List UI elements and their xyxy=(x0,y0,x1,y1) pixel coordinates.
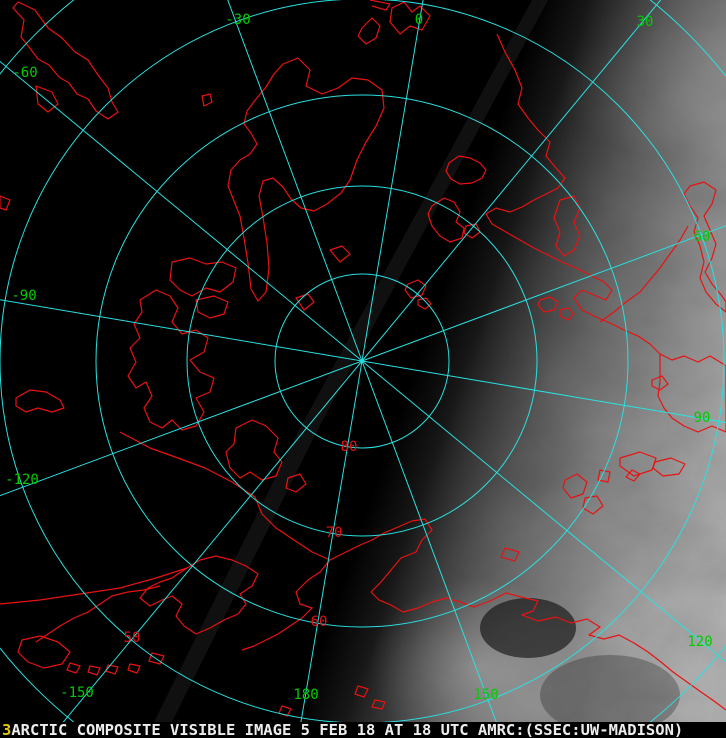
coastline-gulf-crescent xyxy=(15,389,65,413)
coastline-iceland xyxy=(445,155,487,185)
coastline-north-greenland-islet-2 xyxy=(295,293,315,311)
meridian-line--150 xyxy=(62,360,363,722)
bright-corner-patch xyxy=(560,20,726,160)
coastline-norton-sound-coast xyxy=(241,559,331,651)
coastline-aleutian-islet-5 xyxy=(148,652,165,665)
coastline-novaya-zemlya xyxy=(683,181,726,313)
coastline-bering-islet-1 xyxy=(278,705,292,717)
coastline-severnaya-3 xyxy=(597,469,611,483)
coastline-aleutian-islet-1 xyxy=(66,662,81,674)
coastline-aleutian-islet-3 xyxy=(105,664,119,675)
latitude-circle-60 xyxy=(95,94,629,628)
coastline-greenland xyxy=(227,57,385,302)
map-overlay-layer xyxy=(0,0,726,722)
swath-seam xyxy=(154,0,548,722)
coastline-kanin-blob xyxy=(553,195,581,257)
coastline-devon xyxy=(195,295,229,319)
coastline-aleutian-islet-2 xyxy=(87,665,101,676)
meridian-line-30 xyxy=(361,0,662,362)
coastline-new-siberian-1 xyxy=(652,457,686,477)
meridian-line-60 xyxy=(361,225,726,362)
image-number: 3 xyxy=(2,721,12,738)
coastline-franz-josef-1 xyxy=(537,296,559,313)
coastline-yamal-taymyr xyxy=(657,353,726,433)
latitude-circle-50 xyxy=(0,0,725,722)
coastline-great-britain xyxy=(389,1,431,35)
coastline-alaska-peninsula xyxy=(35,585,161,643)
meridian-line-0 xyxy=(361,0,424,362)
coastline-franz-josef-2 xyxy=(559,307,575,321)
coastline-gulf-of-alaska-arc xyxy=(0,567,188,605)
coastline-left-edge-speck xyxy=(0,195,11,211)
meridian-line-120 xyxy=(361,360,726,663)
coastline-newfoundland xyxy=(12,1,119,120)
coastline-wrangel-island xyxy=(500,547,520,562)
coastline-bering-islet-3 xyxy=(371,699,386,710)
arctic-composite-map: 0 30 60 90 120 150 180 -30 -60 -90 -120 -150 80 70 60 5… xyxy=(0,0,726,722)
coastline-bering-islet-2 xyxy=(354,685,369,698)
caption-bar: 3 ARCTIC COMPOSITE VISIBLE IMAGE 5 FEB 1… xyxy=(0,722,726,738)
caption-text: ARCTIC COMPOSITE VISIBLE IMAGE 5 FEB 18 … xyxy=(11,721,684,738)
meridian-line-90 xyxy=(361,360,726,424)
coastline-ob-coast-islet xyxy=(651,375,669,391)
meridian-line--180 xyxy=(300,360,363,722)
coastline-scandinavia-kola-coast xyxy=(485,33,661,355)
coastline-severnaya-2 xyxy=(582,495,604,515)
coastline-baffin-archipelago xyxy=(127,289,215,431)
coastline-flemish-islet xyxy=(201,93,213,107)
dark-water-patch xyxy=(480,598,576,658)
meridian-line--30 xyxy=(227,0,363,362)
coastline-aleutian-islet-4 xyxy=(127,663,141,674)
coastline-svalbard-islet xyxy=(463,223,481,239)
coastline-ireland xyxy=(357,17,381,45)
coastline-alaska-mainland xyxy=(139,555,259,635)
coastlines-layer xyxy=(0,0,726,717)
coastline-franz-josef-3 xyxy=(404,279,427,299)
meridian-line--60 xyxy=(0,60,363,362)
dark-water-patch-2 xyxy=(540,655,680,722)
coastline-ellesmere xyxy=(169,257,237,297)
latitude-circle-70 xyxy=(186,185,538,537)
coastline-taymyr-islands xyxy=(619,451,657,477)
meridian-line--120 xyxy=(0,360,363,497)
coastline-victoria-island xyxy=(225,419,283,481)
graticule-layer xyxy=(0,0,726,722)
meridian-line--90 xyxy=(0,299,363,362)
coastline-newfoundland-islet xyxy=(35,85,59,113)
coastline-east-siberia-coast xyxy=(370,518,726,711)
coastline-north-greenland-islet-1 xyxy=(329,245,351,263)
meridian-line-150 xyxy=(361,360,497,722)
coastline-france-sliver xyxy=(369,0,391,11)
coastline-pechora-kara-coast xyxy=(599,225,689,323)
coastline-arctic-mainland-coast xyxy=(119,431,426,561)
coastline-kodiak-island xyxy=(17,635,71,669)
latitude-circle-80 xyxy=(274,273,450,449)
coastline-svalbard-main xyxy=(427,197,465,243)
coastline-severnaya-1 xyxy=(562,473,588,499)
coastline-new-siberian-2 xyxy=(625,469,641,482)
coastline-franz-josef-4 xyxy=(417,297,432,310)
coastline-banks-islet xyxy=(285,473,307,493)
